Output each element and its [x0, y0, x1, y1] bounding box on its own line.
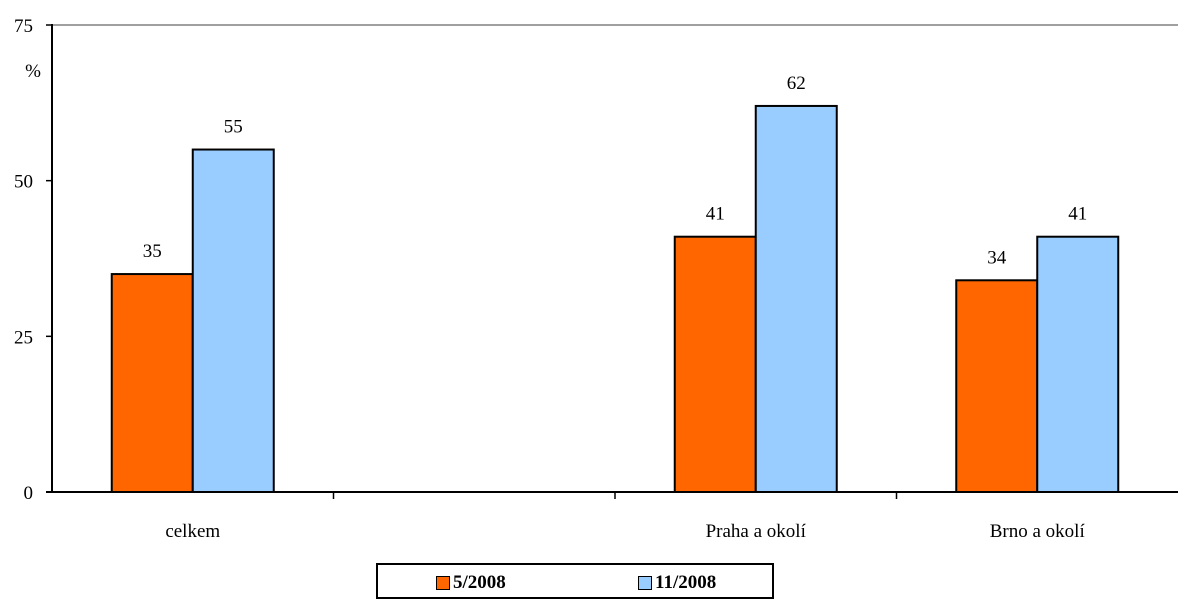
data-label: 34 [987, 247, 1007, 268]
category-label: Brno a okolí [990, 521, 1086, 542]
legend-item-series-1: 5/2008 [436, 572, 506, 594]
bar [754, 104, 838, 494]
axes [46, 24, 1178, 499]
y-axis-unit: % [25, 61, 41, 82]
y-tick-label: 25 [14, 327, 33, 348]
bars: 35 55 41 62 34 41 [110, 73, 1120, 494]
y-tick-label: 0 [24, 483, 34, 504]
data-label: 55 [224, 117, 243, 138]
legend: 5/2008 11/2008 [376, 563, 774, 599]
y-tick-label: 75 [14, 16, 33, 37]
y-tick-label: 50 [14, 172, 33, 193]
data-label: 41 [706, 204, 725, 225]
legend-label-series-2: 11/2008 [655, 572, 717, 593]
bar [673, 235, 757, 493]
y-axis-ticks: 0 25 50 75 [14, 16, 52, 504]
bar [191, 148, 275, 494]
legend-item-series-2: 11/2008 [638, 572, 716, 594]
bar [955, 279, 1039, 493]
category-labels: celkem Praha a okolí Brno a okolí [165, 521, 1085, 542]
data-label: 62 [787, 73, 806, 94]
data-label: 35 [143, 241, 162, 262]
category-label: celkem [165, 521, 220, 542]
category-label: Praha a okolí [706, 521, 807, 542]
bar [110, 273, 194, 494]
bar-chart: 0 25 50 75 % 35 55 41 62 34 41 celkem Praha a oko… [14, 16, 1178, 542]
data-label: 41 [1068, 204, 1087, 225]
bar [1036, 235, 1120, 493]
legend-swatch-series-1 [436, 576, 450, 590]
legend-label-series-1: 5/2008 [453, 572, 506, 593]
legend-swatch-series-2 [638, 576, 652, 590]
